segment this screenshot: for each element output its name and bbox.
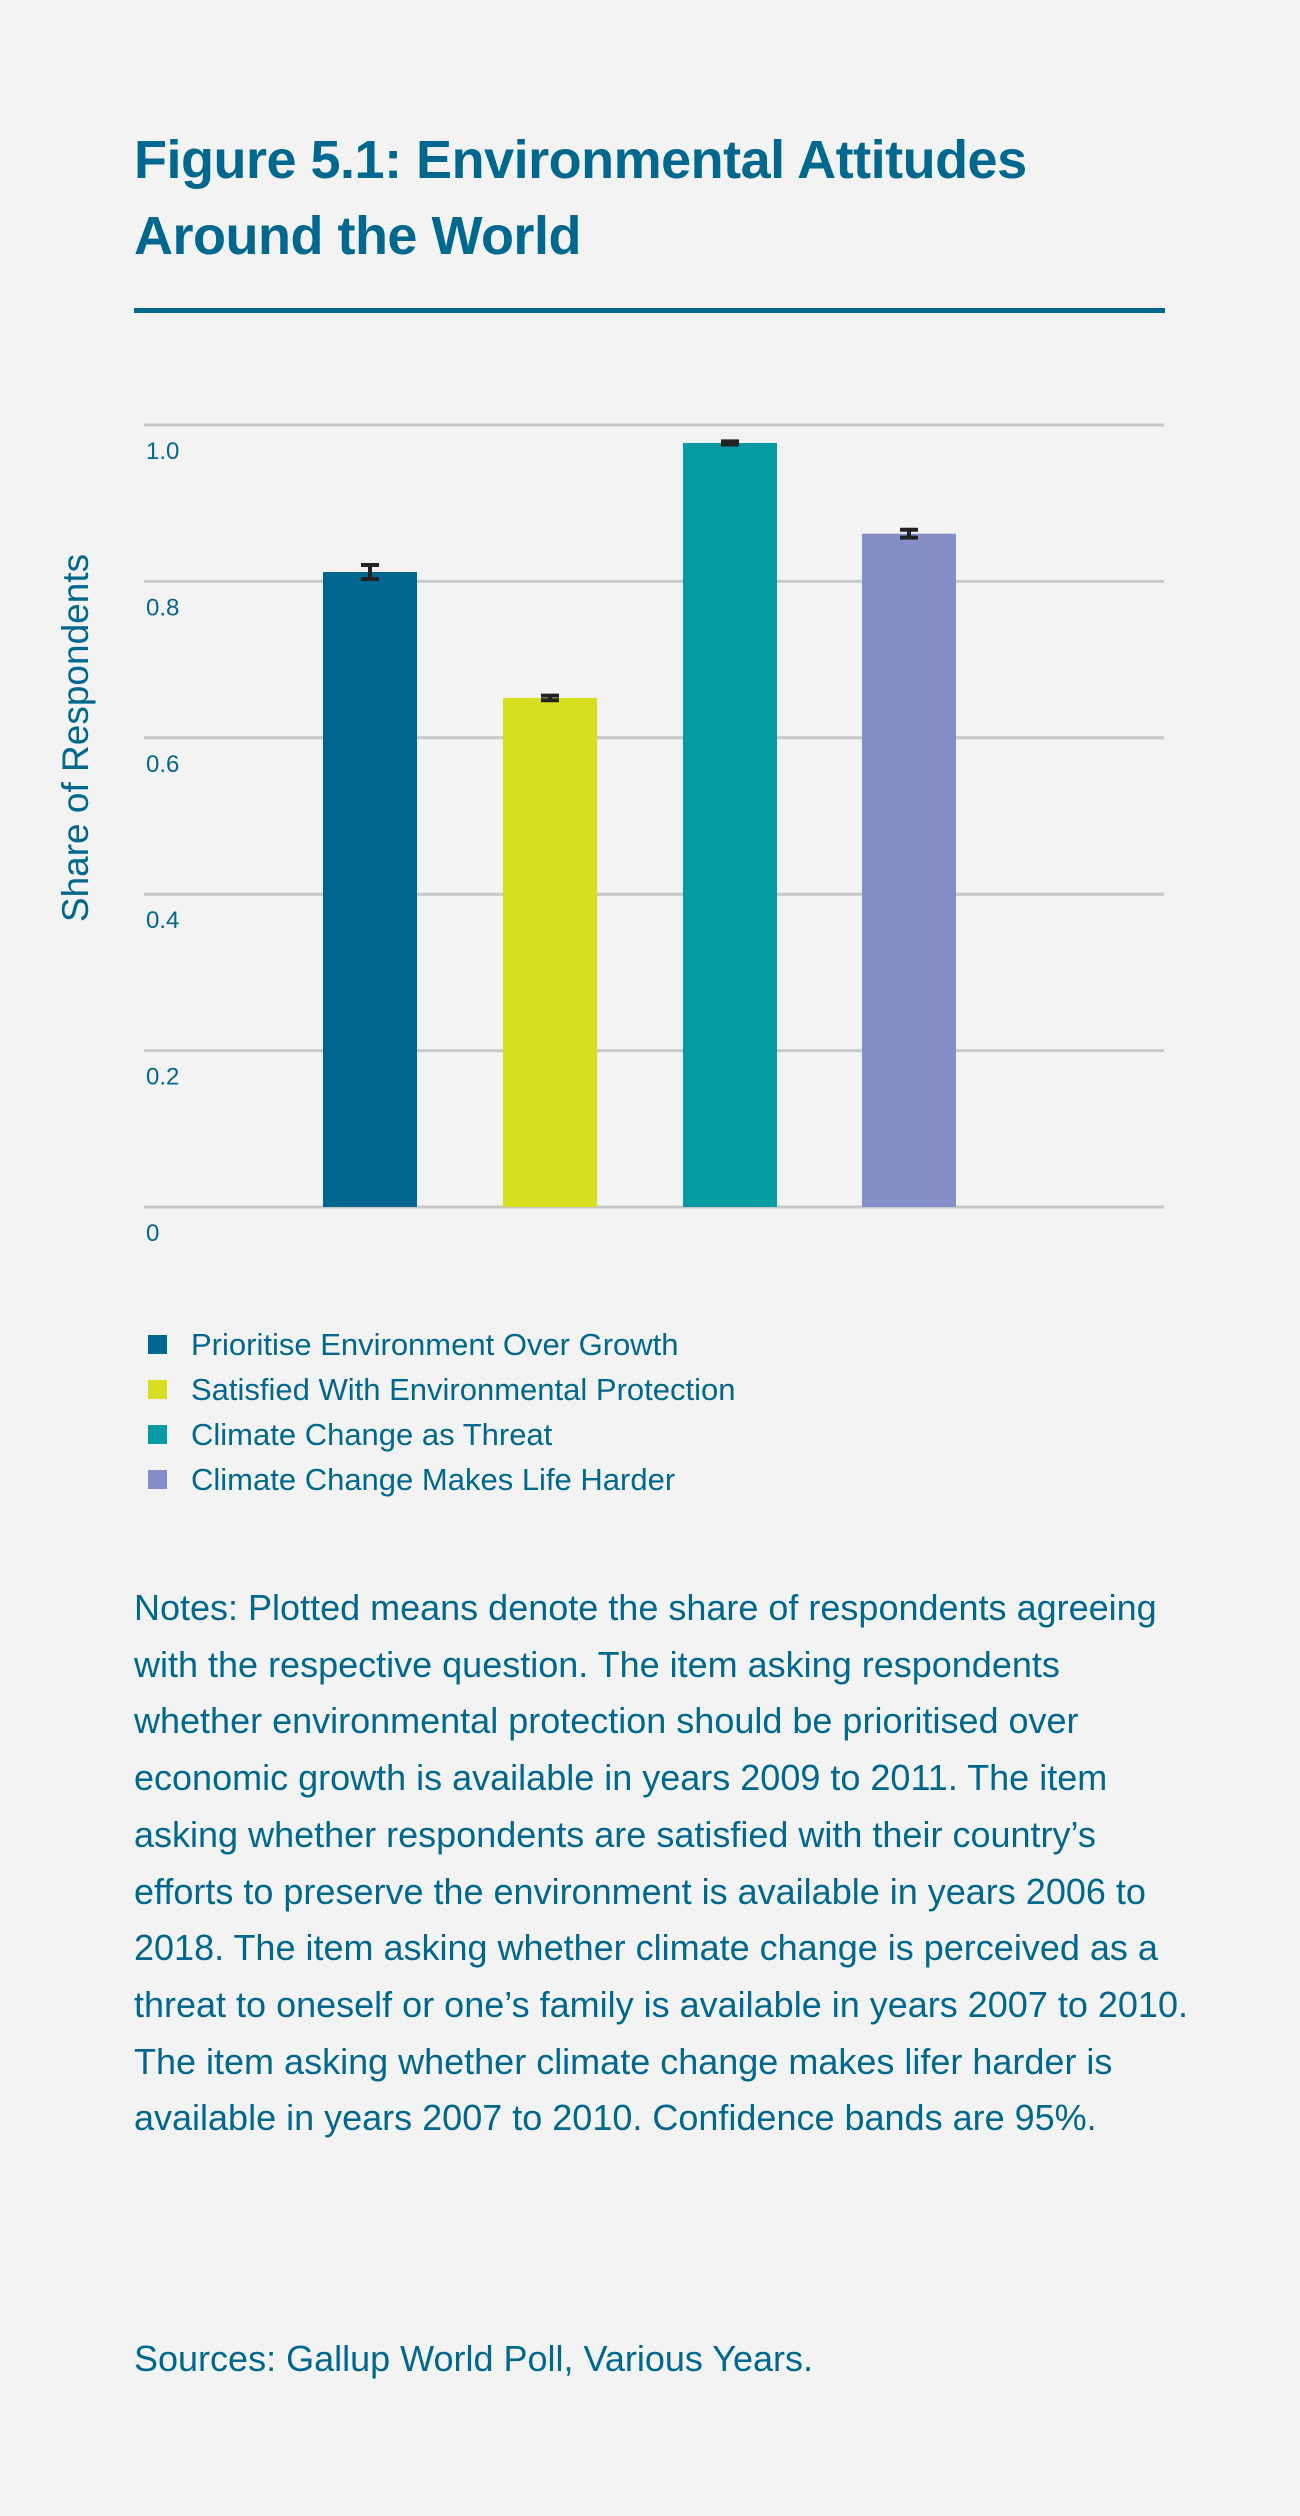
legend-item: Climate Change Makes Life Harder — [148, 1457, 735, 1502]
legend-swatch — [148, 1335, 167, 1354]
bar — [862, 533, 956, 1207]
legend-item: Prioritise Environment Over Growth — [148, 1322, 735, 1367]
legend-swatch — [148, 1425, 167, 1444]
error-bar — [361, 562, 379, 582]
legend-label: Climate Change Makes Life Harder — [191, 1461, 676, 1497]
error-bar — [900, 527, 918, 540]
y-tick-label: 1.0 — [146, 438, 179, 465]
legend: Prioritise Environment Over Growth Satis… — [148, 1322, 735, 1502]
gridlines — [144, 423, 1164, 1209]
legend-item: Climate Change as Threat — [148, 1412, 735, 1457]
legend-item: Satisfied With Environmental Protection — [148, 1367, 735, 1412]
error-bar — [541, 693, 559, 703]
y-tick-label: 0.8 — [146, 594, 179, 621]
legend-swatch — [148, 1380, 167, 1399]
figure-title: Figure 5.1: Environmental Attitudes Arou… — [134, 130, 1027, 266]
notes-text: Notes: Plotted means denote the share of… — [134, 1587, 1188, 2139]
error-bar — [721, 439, 739, 447]
bars — [323, 439, 956, 1208]
bar — [683, 442, 777, 1208]
bar-chart: 0 0.2 0.4 0.6 0.8 1.0 Share of Respondents — [55, 423, 1164, 1247]
y-tick-label: 0 — [146, 1220, 159, 1247]
y-tick-label: 0.2 — [146, 1064, 179, 1091]
bar — [503, 697, 597, 1207]
legend-swatch — [148, 1470, 167, 1489]
y-tick-label: 0.4 — [146, 907, 179, 934]
legend-label: Prioritise Environment Over Growth — [191, 1326, 679, 1362]
legend-label: Climate Change as Threat — [191, 1416, 553, 1452]
title-divider — [134, 308, 1165, 313]
y-tick-labels: 0 0.2 0.4 0.6 0.8 1.0 — [146, 438, 179, 1247]
y-axis-label: Share of Respondents — [55, 554, 96, 922]
bar — [323, 572, 417, 1207]
y-tick-label: 0.6 — [146, 751, 179, 778]
legend-label: Satisfied With Environmental Protection — [191, 1371, 736, 1407]
sources-text: Sources: Gallup World Poll, Various Year… — [134, 2338, 814, 2379]
